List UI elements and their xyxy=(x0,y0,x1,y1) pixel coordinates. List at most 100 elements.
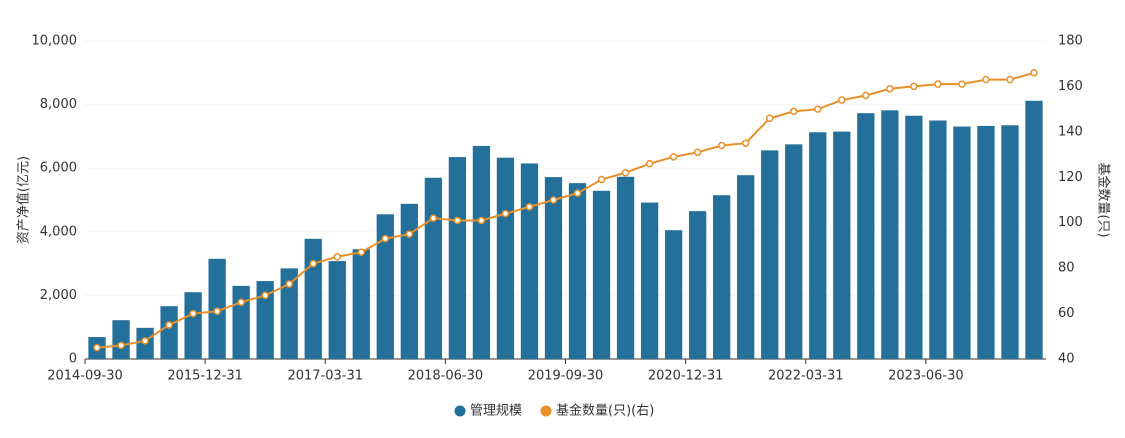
bar xyxy=(833,131,851,359)
line-point xyxy=(838,96,846,104)
line-point xyxy=(477,216,486,225)
y-axis-label: 资产净值(亿元) xyxy=(16,156,32,244)
bar xyxy=(472,145,491,359)
line xyxy=(96,71,1035,349)
bar xyxy=(929,120,947,359)
line-point xyxy=(669,153,678,161)
bar xyxy=(905,115,923,359)
x-tick-label: 2020-12-31 xyxy=(648,369,724,384)
line-point xyxy=(333,253,342,261)
bar xyxy=(688,211,707,359)
line-point xyxy=(693,148,702,157)
bar xyxy=(400,203,418,359)
line-point xyxy=(261,291,269,300)
legend-label: 管理规模 xyxy=(470,404,522,419)
bar xyxy=(112,320,130,359)
x-tick-label: 2018-06-30 xyxy=(408,369,484,384)
line-point xyxy=(141,337,149,345)
line-point xyxy=(525,203,534,211)
y2-tick-label: 160 xyxy=(1058,79,1083,94)
line-point xyxy=(381,234,390,243)
bar xyxy=(520,163,539,359)
legend-marker xyxy=(540,405,552,417)
bar xyxy=(761,150,779,359)
bar xyxy=(881,110,899,359)
y-tick-label: 2,000 xyxy=(40,288,77,303)
x-tick-label: 2014-09-30 xyxy=(47,369,123,384)
bar xyxy=(977,125,995,359)
line-point xyxy=(645,159,654,168)
bar xyxy=(256,281,274,359)
line-point xyxy=(117,341,125,350)
y-tick-label: 0 xyxy=(69,352,77,367)
line-point xyxy=(982,75,990,84)
line-point xyxy=(285,280,293,288)
line-point xyxy=(886,84,894,93)
bar xyxy=(232,285,250,359)
line-point xyxy=(549,196,558,204)
line-point xyxy=(814,105,822,113)
line-point xyxy=(189,309,197,318)
bar xyxy=(713,195,731,359)
line-point xyxy=(501,209,510,218)
bar xyxy=(616,176,635,359)
bar xyxy=(1025,100,1043,359)
line-point xyxy=(213,307,221,316)
bar xyxy=(376,214,394,359)
line-point xyxy=(765,114,774,122)
bar xyxy=(184,292,202,359)
line-point xyxy=(910,82,918,91)
line-point xyxy=(789,107,798,116)
line-point xyxy=(237,298,245,306)
line-point xyxy=(165,321,173,329)
bar xyxy=(424,177,443,359)
x-tick-label: 2023-06-30 xyxy=(888,369,964,384)
line-point xyxy=(741,139,750,147)
bar xyxy=(160,306,178,359)
line-point xyxy=(1006,75,1014,84)
bar xyxy=(953,126,971,360)
bar xyxy=(809,132,827,359)
y-tick-label: 6,000 xyxy=(40,161,77,176)
bar xyxy=(280,268,298,359)
legend-marker xyxy=(454,405,466,417)
bar xyxy=(592,190,611,359)
line-point xyxy=(717,141,726,150)
y-tick-label: 8,000 xyxy=(40,97,77,112)
bar xyxy=(664,230,683,359)
y2-tick-label: 120 xyxy=(1058,170,1083,185)
x-tick-label: 2017-03-31 xyxy=(287,369,363,384)
bar xyxy=(448,157,467,359)
line-point xyxy=(453,216,462,225)
line-point xyxy=(357,248,366,256)
bar xyxy=(857,113,875,359)
bar xyxy=(785,144,803,359)
bar xyxy=(328,261,346,359)
line-point xyxy=(405,230,414,238)
line-point xyxy=(1030,69,1038,77)
bar xyxy=(737,175,755,359)
bar xyxy=(1001,125,1019,360)
y2-tick-label: 80 xyxy=(1058,261,1075,276)
x-tick-label: 2015-12-31 xyxy=(167,369,243,384)
line-point xyxy=(573,189,582,197)
y2-tick-label: 180 xyxy=(1058,34,1083,49)
line-point xyxy=(862,91,870,100)
y2-tick-label: 40 xyxy=(1058,352,1075,367)
y-tick-label: 10,000 xyxy=(32,34,78,49)
line-point xyxy=(429,214,438,222)
bar xyxy=(304,238,322,359)
bar xyxy=(496,157,515,359)
bar xyxy=(352,249,370,359)
x-tick-label: 2022-03-31 xyxy=(768,369,844,384)
line-point xyxy=(309,259,317,268)
bar xyxy=(568,183,587,359)
y2-tick-label: 60 xyxy=(1058,306,1075,321)
bar xyxy=(640,202,659,359)
y2-tick-label: 100 xyxy=(1058,215,1083,230)
y2-axis-label: 基金数量(只) xyxy=(1096,162,1112,237)
y-tick-label: 4,000 xyxy=(40,224,77,239)
legend-label: 基金数量(只)(右) xyxy=(556,403,654,419)
line-point xyxy=(93,343,101,352)
